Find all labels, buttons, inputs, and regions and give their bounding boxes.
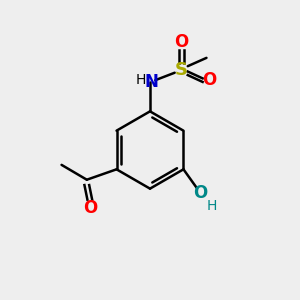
Text: S: S bbox=[175, 61, 188, 79]
Text: O: O bbox=[83, 199, 97, 217]
Text: O: O bbox=[174, 32, 188, 50]
Text: H: H bbox=[135, 74, 146, 88]
Text: O: O bbox=[202, 71, 217, 89]
Text: O: O bbox=[193, 184, 207, 202]
Text: H: H bbox=[206, 200, 217, 214]
Text: N: N bbox=[145, 73, 158, 91]
